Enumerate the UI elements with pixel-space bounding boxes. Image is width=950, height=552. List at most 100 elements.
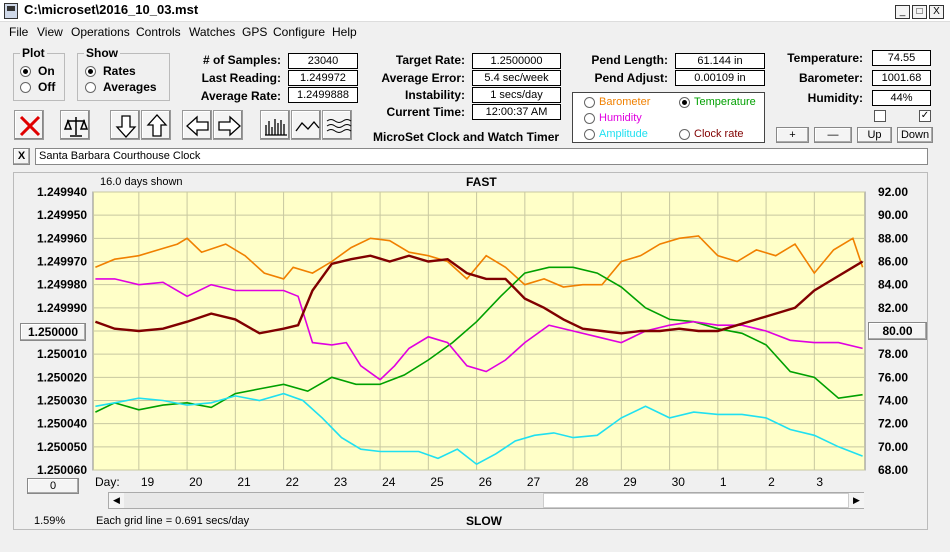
day-tick-label: 3 — [816, 475, 823, 489]
clock-rate-radio[interactable] — [679, 129, 690, 140]
pend-length-label: Pend Length: — [591, 53, 668, 67]
center-rate-button[interactable]: 1.250000 — [20, 323, 86, 341]
right-tick-label: 78.00 — [878, 347, 908, 361]
plot-off-radio[interactable] — [20, 82, 31, 93]
right-tick-label: 92.00 — [878, 185, 908, 199]
pend-adjust-label: Pend Adjust: — [594, 71, 668, 85]
humidity-radio[interactable] — [584, 113, 595, 124]
arrow-down-icon — [115, 115, 137, 138]
barometer-radio[interactable] — [584, 97, 595, 108]
temperature-value: 74.55 — [872, 50, 931, 66]
plus-button[interactable]: + — [776, 127, 809, 143]
menu-view[interactable]: View — [37, 25, 63, 39]
day-tick-label: 29 — [623, 475, 637, 489]
down-button[interactable]: Down — [897, 127, 933, 143]
menu-help[interactable]: Help — [332, 25, 357, 39]
left-tick-label: 1.249940 — [37, 185, 87, 199]
temperature-option[interactable]: Temperature — [694, 96, 756, 108]
right-tick-label: 88.00 — [878, 231, 908, 245]
plot-on-label: On — [38, 64, 55, 78]
clock-name-field[interactable]: Santa Barbara Courthouse Clock — [35, 148, 928, 165]
up-button[interactable]: Up — [857, 127, 892, 143]
samples-label: # of Samples: — [202, 53, 281, 67]
day-tick-label: 21 — [237, 475, 251, 489]
scroll-left-button[interactable] — [182, 110, 212, 140]
arrow-right-icon — [218, 115, 241, 137]
scroll-thumb[interactable] — [543, 493, 849, 508]
left-tick-label: 1.249950 — [37, 208, 87, 222]
day-tick-label: 30 — [672, 475, 686, 489]
average-rate-value: 1.2499888 — [288, 87, 358, 103]
arrow-up-icon — [146, 114, 168, 137]
show-group-title: Show — [84, 46, 120, 60]
series-line-temperature — [95, 266, 863, 413]
bars-view-button[interactable] — [260, 110, 290, 140]
grid-note: Each grid line = 0.691 secs/day — [96, 515, 250, 527]
horizontal-scrollbar[interactable]: ◀ ▶ — [108, 492, 864, 509]
temperature-label: Temperature: — [787, 51, 863, 65]
show-rates-label: Rates — [103, 64, 136, 78]
app-icon[interactable] — [4, 3, 18, 19]
pend-length-value: 61.144 in — [675, 53, 765, 69]
series-line-amplitude — [95, 392, 863, 466]
show-averages-label: Averages — [103, 80, 157, 94]
menu-configure[interactable]: Configure — [273, 25, 326, 39]
temperature-radio[interactable] — [679, 97, 690, 108]
show-rates-radio[interactable] — [85, 66, 96, 77]
menu-file[interactable]: File — [9, 25, 29, 39]
plot-off-label: Off — [38, 80, 56, 94]
target-rate-label: Target Rate: — [395, 53, 465, 67]
barometer-option[interactable]: Barometer — [599, 96, 651, 108]
offset-button[interactable]: 0 — [27, 478, 79, 494]
series-line-humidity — [95, 278, 863, 381]
stop-button[interactable] — [14, 110, 44, 140]
pend-adjust-value: 0.00109 in — [675, 70, 765, 86]
line-view-button[interactable] — [291, 110, 321, 140]
humidity-label: Humidity: — [807, 91, 863, 105]
amplitude-radio[interactable] — [584, 129, 595, 140]
right-tick-label: 72.00 — [878, 417, 908, 431]
right-checkbox[interactable]: ✓ — [919, 110, 931, 122]
left-tick-label: 1.249990 — [37, 301, 87, 315]
menu-controls[interactable]: Controls — [136, 25, 181, 39]
close-button[interactable]: X — [929, 5, 944, 19]
instability-value: 1 secs/day — [472, 87, 561, 103]
balance-button[interactable] — [60, 110, 90, 140]
menu-watches[interactable]: Watches — [189, 25, 236, 39]
left-checkbox[interactable] — [874, 110, 886, 122]
target-rate-value[interactable]: 1.2500000 — [472, 53, 561, 69]
left-tick-label: 1.250020 — [37, 370, 87, 384]
minimize-button[interactable]: _ — [895, 5, 910, 19]
right-tick-label: 84.00 — [878, 278, 908, 292]
maximize-button[interactable]: □ — [912, 5, 927, 19]
day-tick-label: 1 — [720, 475, 727, 489]
plot-on-radio[interactable] — [20, 66, 31, 77]
show-averages-radio[interactable] — [85, 82, 96, 93]
slow-label: SLOW — [466, 514, 502, 528]
amplitude-option[interactable]: Amplitude — [599, 128, 648, 140]
humidity-option[interactable]: Humidity — [599, 112, 642, 124]
menu-operations[interactable]: Operations — [71, 25, 130, 39]
average-error-value: 5.4 sec/week — [472, 70, 561, 86]
clock-close-button[interactable]: X — [13, 148, 30, 165]
right-tick-label: 90.00 — [878, 208, 908, 222]
scroll-down-button[interactable] — [110, 110, 140, 140]
day-tick-label: 27 — [527, 475, 541, 489]
clock-rate-option[interactable]: Clock rate — [694, 128, 744, 140]
day-tick-label: 22 — [286, 475, 300, 489]
right-tick-label: 68.00 — [878, 463, 908, 477]
scroll-left-arrow[interactable]: ◀ — [109, 493, 124, 508]
scroll-up-button[interactable] — [141, 110, 171, 140]
wave-view-button[interactable] — [322, 110, 352, 140]
center-temp-button[interactable]: 80.00 — [868, 322, 927, 340]
right-tick-label: 86.00 — [878, 255, 908, 269]
wave-icon — [326, 119, 352, 133]
minus-button[interactable]: — — [814, 127, 852, 143]
scroll-right-button[interactable] — [213, 110, 243, 140]
menu-gps[interactable]: GPS — [242, 25, 268, 39]
left-tick-label: 1.250060 — [37, 463, 87, 477]
left-tick-label: 1.249960 — [37, 231, 87, 245]
left-tick-label: 1.249980 — [37, 278, 87, 292]
scroll-right-arrow[interactable]: ▶ — [849, 493, 864, 508]
